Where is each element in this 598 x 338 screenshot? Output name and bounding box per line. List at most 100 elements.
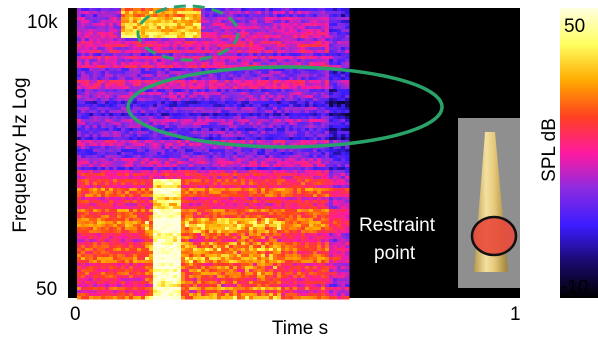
heatmap-cell <box>169 155 174 159</box>
heatmap-cell <box>205 47 210 51</box>
heatmap-cell <box>205 197 210 201</box>
heatmap-cell <box>185 179 190 183</box>
heatmap-cell <box>345 218 350 222</box>
heatmap-cell <box>181 167 186 171</box>
heatmap-cell <box>197 179 202 183</box>
heatmap-cell <box>229 182 234 186</box>
heatmap-cell <box>105 74 110 78</box>
heatmap-cell <box>285 197 290 201</box>
heatmap-cell <box>173 50 178 54</box>
heatmap-cell <box>89 191 94 195</box>
heatmap-cell <box>321 134 326 138</box>
heatmap-cell <box>237 212 242 216</box>
heatmap-cell <box>281 179 286 183</box>
heatmap-cell <box>81 83 86 87</box>
heatmap-cell <box>201 152 206 156</box>
heatmap-cell <box>117 128 122 132</box>
heatmap-cell <box>157 11 162 15</box>
heatmap-cell <box>85 53 90 57</box>
heatmap-cell <box>113 149 118 153</box>
heatmap-cell <box>133 227 138 231</box>
heatmap-cell <box>297 26 302 30</box>
heatmap-cell <box>341 92 346 96</box>
heatmap-cell <box>121 197 126 201</box>
heatmap-cell <box>137 20 142 24</box>
heatmap-cell <box>285 137 290 141</box>
heatmap-cell <box>121 182 126 186</box>
heatmap-cell <box>281 164 286 168</box>
heatmap-cell <box>337 17 342 21</box>
heatmap-cell <box>221 95 226 99</box>
heatmap-cell <box>97 101 102 105</box>
heatmap-cell <box>81 125 86 129</box>
heatmap-cell <box>341 62 346 66</box>
heatmap-cell <box>253 17 258 21</box>
heatmap-cell <box>281 41 286 45</box>
heatmap-cell <box>109 119 114 123</box>
heatmap-cell <box>245 35 250 39</box>
heatmap-cell <box>249 68 254 72</box>
heatmap-cell <box>293 164 298 168</box>
heatmap-cell <box>117 32 122 36</box>
heatmap-cell <box>245 53 250 57</box>
heatmap-cell <box>77 44 82 48</box>
heatmap-cell <box>209 143 214 147</box>
heatmap-cell <box>161 194 166 198</box>
heatmap-cell <box>193 23 198 27</box>
heatmap-cell <box>293 182 298 186</box>
heatmap-cell <box>329 98 334 102</box>
heatmap-cell <box>201 128 206 132</box>
heatmap-cell <box>329 11 334 15</box>
heatmap-cell <box>137 170 142 174</box>
heatmap-cell <box>121 194 126 198</box>
heatmap-cell <box>257 209 262 213</box>
heatmap-cell <box>185 149 190 153</box>
heatmap-cell <box>209 215 214 219</box>
heatmap-cell <box>245 44 250 48</box>
heatmap-cell <box>241 110 246 114</box>
heatmap-cell <box>309 164 314 168</box>
heatmap-cell <box>113 17 118 21</box>
heatmap-cell <box>249 98 254 102</box>
heatmap-cell <box>193 50 198 54</box>
heatmap-cell <box>97 8 102 12</box>
heatmap-cell <box>117 23 122 27</box>
heatmap-cell <box>265 158 270 162</box>
heatmap-cell <box>233 17 238 21</box>
heatmap-cell <box>337 62 342 66</box>
heatmap-cell <box>121 95 126 99</box>
heatmap-cell <box>237 155 242 159</box>
heatmap-cell <box>277 83 282 87</box>
heatmap-cell <box>193 122 198 126</box>
heatmap-cell <box>197 86 202 90</box>
heatmap-cell <box>317 98 322 102</box>
heatmap-cell <box>325 62 330 66</box>
heatmap-cell <box>281 125 286 129</box>
heatmap-cell <box>177 89 182 93</box>
heatmap-cell <box>105 203 110 207</box>
heatmap-cell <box>281 77 286 81</box>
heatmap-cell <box>265 125 270 129</box>
heatmap-cell <box>305 170 310 174</box>
heatmap-cell <box>273 83 278 87</box>
heatmap-cell <box>317 101 322 105</box>
heatmap-cell <box>333 194 338 198</box>
heatmap-cell <box>237 59 242 63</box>
heatmap-cell <box>201 125 206 129</box>
heatmap-cell <box>261 8 266 12</box>
heatmap-cell <box>209 74 214 78</box>
heatmap-cell <box>161 188 166 192</box>
heatmap-cell <box>345 152 350 156</box>
heatmap-cell <box>89 65 94 69</box>
heatmap-cell <box>277 191 282 195</box>
heatmap-cell <box>165 173 170 177</box>
heatmap-cell <box>321 35 326 39</box>
heatmap-cell <box>265 77 270 81</box>
heatmap-cell <box>201 68 206 72</box>
heatmap-cell <box>137 149 142 153</box>
heatmap-cell <box>225 38 230 42</box>
heatmap-cell <box>185 95 190 99</box>
heatmap-cell <box>177 11 182 15</box>
heatmap-cell <box>225 116 230 120</box>
